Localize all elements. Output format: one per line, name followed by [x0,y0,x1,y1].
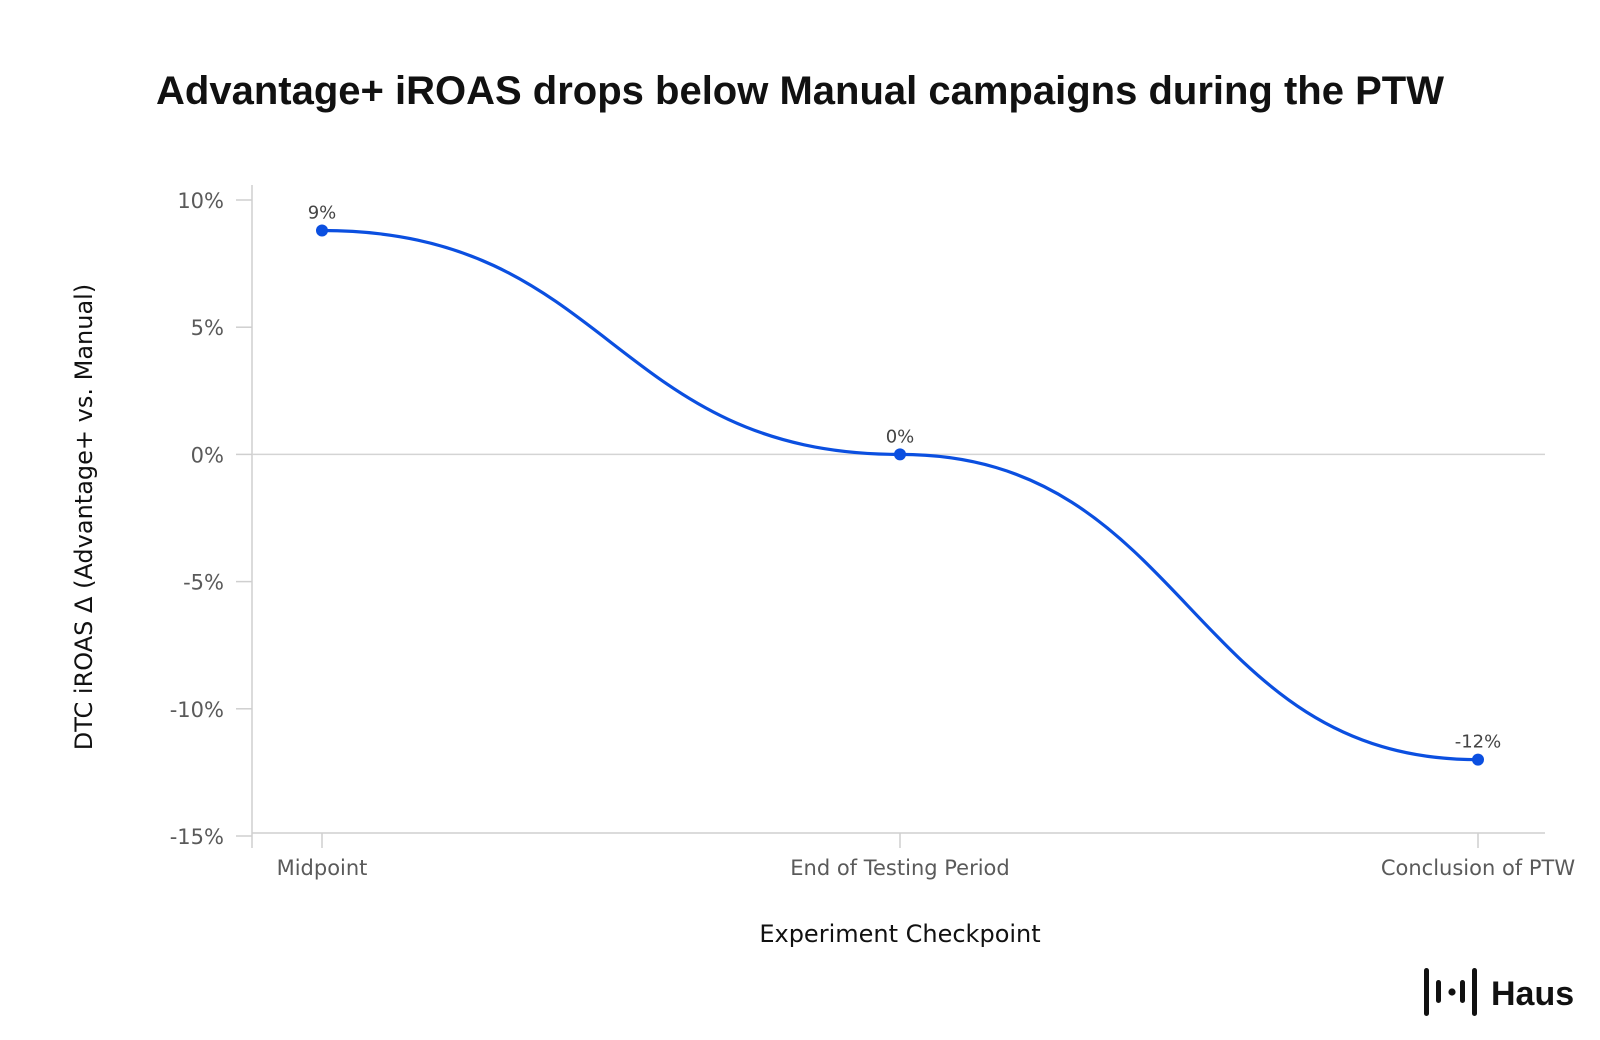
brand-name: Haus [1491,975,1574,1013]
y-axis-ticks: 10% 5% 0% -5% -10% -15% [170,189,252,849]
y-tick-label: -5% [183,571,224,595]
x-axis-ticks: Midpoint End of Testing Period Conclusion … [277,833,1576,880]
x-tick-label: End of Testing Period [790,856,1010,880]
x-tick-label: Conclusion of PTW [1381,856,1576,880]
y-tick-label: -10% [170,698,224,722]
data-label: -12% [1455,732,1502,753]
series-line [320,228,1480,762]
y-tick-label: 5% [191,316,224,340]
data-point[interactable] [1472,753,1484,766]
y-tick-label: -15% [170,825,224,849]
y-axis-title: DTC iROAS Δ (Advantage+ vs. Manual) [70,284,98,750]
data-label: 0% [886,426,915,447]
y-tick-label: 0% [191,443,224,467]
x-tick-label: Midpoint [277,856,368,880]
chart-title: Advantage+ iROAS drops below Manual camp… [156,69,1444,113]
data-point[interactable] [316,224,328,237]
haus-bars-icon [1424,968,1477,1016]
series-group: 9% 0% -12% [308,203,1502,766]
x-axis-title: Experiment Checkpoint [759,920,1040,948]
data-point[interactable] [894,448,906,461]
haus-logo: Haus [1424,968,1574,1016]
y-tick-label: 10% [177,189,224,213]
data-label: 9% [308,203,337,224]
